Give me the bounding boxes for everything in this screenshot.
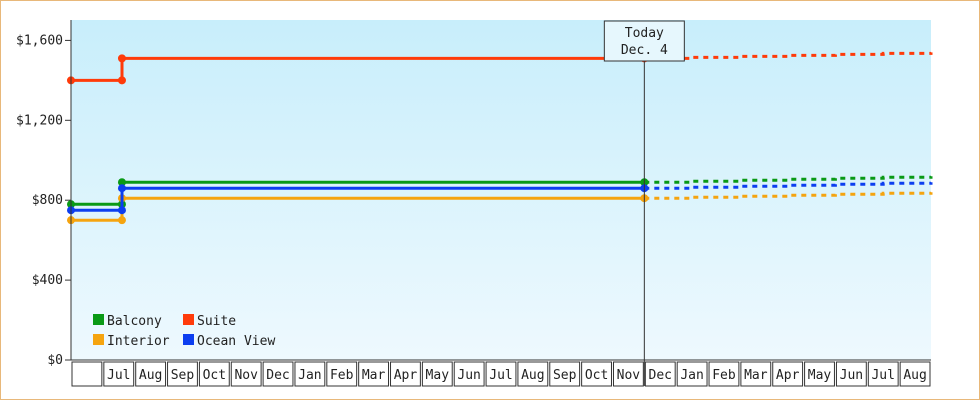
x-month-cell	[485, 361, 517, 387]
x-month-cell	[581, 361, 612, 387]
x-month-cell	[262, 361, 294, 387]
x-tick-label: Oct	[203, 368, 226, 383]
x-tick-label: Nov	[617, 368, 641, 383]
x-month-cell	[835, 361, 867, 387]
x-tick-label: Dec	[649, 368, 672, 383]
x-tick-label: Feb	[330, 368, 354, 383]
balcony-forecast-line	[644, 175, 933, 184]
balcony-legend-label: Balcony	[107, 314, 162, 329]
today-marker: Today Dec. 4	[603, 20, 685, 386]
ocean-view-point	[117, 184, 126, 193]
legend: Balcony Suite Interior Ocean View	[93, 314, 275, 349]
series-group	[67, 51, 933, 225]
x-tick-label: Dec	[266, 368, 289, 383]
y-tick-label: $1,600	[16, 33, 63, 48]
x-month-cell	[708, 361, 740, 387]
ocean-view-line	[71, 186, 645, 212]
x-tick-label: Aug	[903, 368, 926, 383]
x-tick-label: Jul	[107, 368, 130, 383]
x-month-cell	[453, 361, 485, 387]
y-axis: $0 $400 $800 $1,200 $1,600	[16, 33, 71, 368]
x-month-cell	[103, 361, 135, 387]
suite-line	[71, 56, 645, 82]
x-tick-label: May	[808, 368, 832, 383]
suite-forecast-line	[644, 51, 933, 60]
x-month-cell	[899, 361, 931, 387]
x-axis: Jul Aug Sep Oct Nov Dec Jan Feb Mar Apr May Jun Jul A…	[71, 359, 931, 387]
x-tick-label: Apr	[776, 368, 800, 383]
balcony-point	[117, 178, 126, 187]
balcony-legend-swatch	[93, 314, 104, 325]
today-label: Today	[625, 26, 664, 41]
y-tick-label: $1,200	[16, 113, 63, 128]
x-month-cell	[740, 361, 772, 387]
x-month-cell	[772, 361, 804, 387]
x-month-cell	[71, 361, 103, 387]
today-callout: Today Dec. 4	[603, 20, 685, 62]
x-month-cell	[644, 361, 676, 387]
today-date: Dec. 4	[621, 43, 668, 58]
interior-point	[117, 216, 126, 225]
interior-forecast-line	[644, 191, 933, 200]
x-tick-label: Jan	[298, 368, 321, 383]
plot-background	[71, 20, 931, 360]
x-month-cell	[167, 361, 198, 387]
x-tick-label: Apr	[394, 368, 418, 383]
x-tick-label: Jul	[871, 368, 894, 383]
y-tick-label: $400	[32, 273, 63, 288]
x-month-cell	[549, 361, 581, 387]
interior-legend-swatch	[93, 334, 104, 345]
suite-point	[117, 54, 126, 63]
x-tick-label: Jan	[680, 368, 703, 383]
ocean-view-legend-swatch	[183, 334, 194, 345]
x-month-cell	[230, 361, 262, 387]
x-tick-label: May	[426, 368, 450, 383]
suite-legend-swatch	[183, 314, 194, 325]
x-month-cell	[326, 361, 358, 387]
x-month-cell	[294, 361, 326, 387]
ocean-view-legend-label: Ocean View	[197, 334, 275, 349]
suite-point	[117, 76, 126, 85]
x-tick-label: Mar	[362, 368, 386, 383]
x-tick-label: Sep	[171, 368, 195, 383]
x-tick-label: Mar	[744, 368, 768, 383]
x-tick-label: Oct	[585, 368, 608, 383]
x-month-cell	[804, 361, 835, 387]
ocean-view-point	[117, 206, 126, 215]
x-month-cell	[612, 361, 644, 387]
today-callout-box	[603, 20, 685, 62]
x-month-cell	[867, 361, 899, 387]
x-month-cell	[135, 361, 167, 387]
x-month-cell	[358, 361, 390, 387]
interior-legend-label: Interior	[107, 334, 170, 349]
x-tick-label: Jul	[489, 368, 512, 383]
x-month-cell	[676, 361, 708, 387]
x-month-cell	[421, 361, 453, 387]
x-tick-label: Aug	[521, 368, 544, 383]
x-tick-label: Feb	[712, 368, 736, 383]
suite-legend-label: Suite	[197, 314, 236, 329]
y-tick-label: $0	[47, 353, 63, 368]
x-tick-label: Nov	[234, 368, 258, 383]
x-month-cell	[390, 361, 421, 387]
x-month-cell	[517, 361, 549, 387]
x-tick-label: Jun	[457, 368, 480, 383]
ocean-view-forecast-line	[644, 181, 933, 190]
x-month-cell	[198, 361, 230, 387]
x-tick-label: Jun	[840, 368, 863, 383]
y-tick-label: $800	[32, 193, 63, 208]
x-tick-label: Sep	[553, 368, 577, 383]
x-tick-label: Aug	[139, 368, 162, 383]
